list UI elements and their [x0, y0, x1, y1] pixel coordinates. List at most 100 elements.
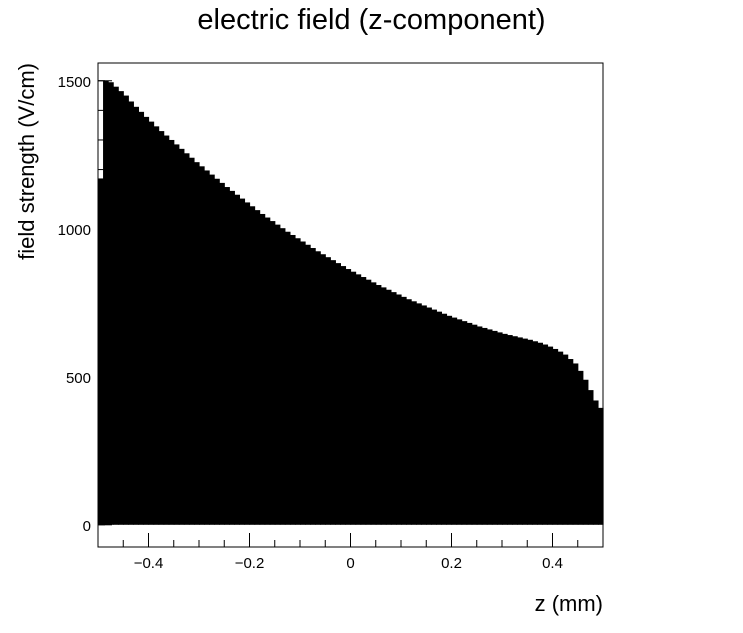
histogram-bar — [567, 359, 574, 525]
histogram-bar — [123, 95, 129, 525]
histogram-bar — [199, 166, 205, 525]
histogram-bar — [411, 301, 417, 525]
histogram-bar — [279, 228, 286, 525]
histogram-bar — [426, 307, 432, 525]
y-axis-ticks: 0 500 1000 1500 — [58, 74, 112, 535]
x-axis-label: z (mm) — [535, 591, 603, 616]
histogram-bar — [461, 321, 468, 525]
x-tick-label: −0.2 — [235, 555, 265, 572]
histogram-bar — [158, 131, 165, 525]
histogram-bar — [431, 309, 437, 525]
histogram-bar — [375, 285, 382, 525]
histogram-bar — [401, 296, 407, 525]
y-tick-label: 0 — [83, 518, 91, 535]
histogram-bar — [193, 162, 200, 525]
histogram-bar — [542, 344, 549, 525]
histogram-bar — [284, 231, 291, 525]
histogram-bar — [486, 329, 493, 525]
histogram-bar — [168, 139, 175, 525]
histogram-bar — [436, 311, 442, 525]
histogram-bar — [350, 271, 357, 525]
y-tick-label: 1000 — [58, 222, 91, 239]
histogram-bar — [239, 198, 246, 525]
histogram-bar — [269, 221, 276, 525]
histogram-bar — [133, 106, 139, 525]
histogram-bar — [496, 332, 503, 525]
histogram-bar — [562, 354, 569, 525]
histogram-bar — [310, 248, 316, 525]
histogram-bar — [552, 348, 559, 525]
histogram-bar — [527, 339, 533, 525]
histogram-bar — [259, 213, 266, 525]
histogram-bar — [108, 82, 114, 525]
histogram-bar — [244, 202, 251, 525]
histogram-bar — [103, 80, 109, 525]
histogram-bar — [587, 390, 594, 525]
histogram-bar — [264, 217, 271, 525]
histogram-bar — [547, 346, 554, 525]
histogram-bar — [143, 116, 150, 525]
histogram-bar — [446, 315, 453, 525]
histogram-bar — [335, 263, 341, 525]
histogram-bar — [138, 111, 145, 525]
histogram-bar — [441, 313, 448, 525]
histogram-bar — [163, 135, 170, 525]
histogram-bar — [320, 254, 326, 525]
histogram-bar — [385, 289, 392, 525]
histogram-bar — [395, 294, 402, 525]
histogram-bar — [502, 333, 508, 525]
histogram-bar — [572, 363, 579, 525]
histogram-bar — [512, 336, 518, 525]
histogram-bar — [577, 370, 584, 525]
y-tick-label: 500 — [66, 370, 91, 387]
histogram-bar — [416, 303, 422, 525]
histogram-bar — [557, 351, 564, 525]
histogram-bar — [148, 121, 155, 525]
histogram-bar — [355, 274, 362, 525]
histogram-bar — [113, 86, 119, 525]
histogram-bars — [98, 80, 604, 525]
x-tick-label: 0.2 — [441, 555, 462, 572]
x-tick-label: −0.4 — [134, 555, 164, 572]
y-tick-label: 1500 — [58, 74, 91, 91]
histogram-bar — [178, 148, 185, 525]
histogram-bar — [153, 126, 160, 525]
histogram-bar — [300, 241, 306, 525]
histogram-bar — [390, 292, 397, 525]
histogram-bar — [517, 337, 523, 525]
x-tick-label: 0.4 — [542, 555, 563, 572]
histogram-bar — [471, 324, 478, 525]
histogram-bar — [345, 269, 352, 525]
y-axis-label: field strength (V/cm) — [14, 63, 39, 260]
x-tick-label: 0 — [346, 555, 354, 572]
histogram-bar — [406, 299, 412, 525]
histogram-bar — [315, 251, 321, 525]
histogram-bar — [522, 338, 528, 525]
histogram-bar — [294, 238, 301, 525]
histogram-bar — [597, 407, 604, 525]
histogram-bar — [330, 260, 336, 525]
histogram-bar — [365, 279, 372, 525]
histogram-bar — [325, 257, 331, 525]
histogram-bar — [118, 91, 124, 525]
histogram-bar — [476, 326, 483, 525]
histogram-bar — [224, 187, 230, 525]
histogram-bar — [229, 190, 235, 525]
histogram-bar — [481, 327, 488, 525]
histogram-bar — [466, 322, 473, 525]
histogram-bar — [219, 182, 225, 525]
histogram-bar — [507, 335, 513, 525]
histogram-bar — [421, 305, 427, 525]
histogram-bar — [173, 144, 180, 525]
histogram-bar — [274, 224, 281, 525]
histogram-bar — [249, 206, 256, 525]
histogram-bar — [491, 330, 498, 525]
histogram-bar — [592, 400, 599, 525]
x-axis-ticks: −0.4 −0.2 0 0.2 0.4 — [97, 533, 604, 572]
histogram-bar — [537, 342, 543, 525]
histogram-bar — [234, 194, 240, 525]
histogram-bar — [380, 287, 387, 525]
histogram-bar — [532, 341, 538, 525]
histogram-bar — [209, 174, 215, 525]
